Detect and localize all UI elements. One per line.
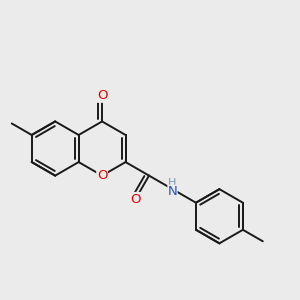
Text: N: N	[168, 185, 177, 198]
Text: O: O	[130, 193, 141, 206]
Text: O: O	[97, 169, 107, 182]
Text: O: O	[97, 89, 107, 102]
Text: H: H	[168, 178, 177, 188]
